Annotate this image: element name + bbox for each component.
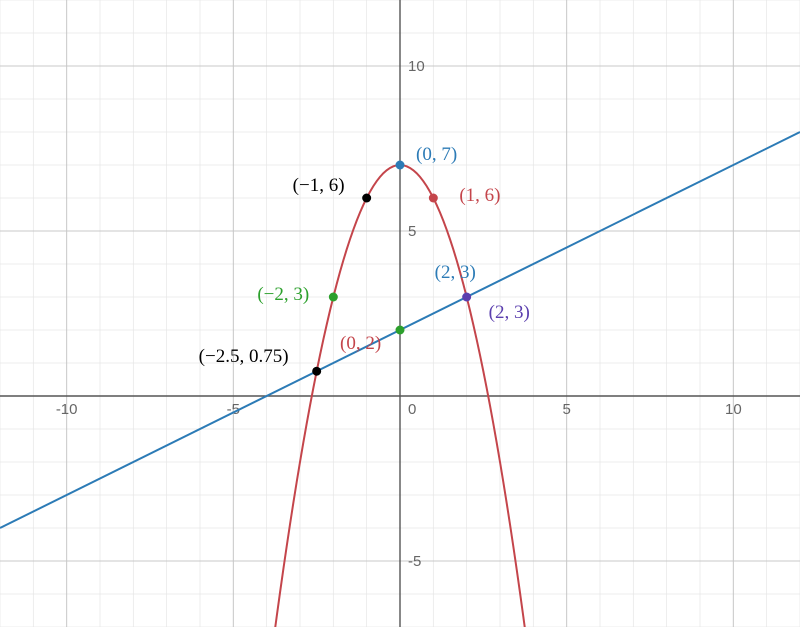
chart-svg: -10-5510-55100 <box>0 0 800 627</box>
data-point <box>396 326 405 335</box>
data-point <box>312 367 321 376</box>
x-tick-label: -10 <box>56 401 78 418</box>
data-point <box>362 194 371 203</box>
origin-label: 0 <box>408 401 416 418</box>
data-point <box>462 293 471 302</box>
data-point <box>396 161 405 170</box>
y-tick-label: -5 <box>408 553 421 570</box>
y-tick-label: 10 <box>408 58 425 75</box>
x-tick-label: 10 <box>725 401 742 418</box>
coordinate-plane: -10-5510-55100(0, 7)(1, 6)(−1, 6)(−2, 3)… <box>0 0 800 627</box>
data-point <box>429 194 438 203</box>
y-tick-label: 5 <box>408 223 416 240</box>
data-point <box>329 293 338 302</box>
x-tick-label: 5 <box>562 401 570 418</box>
